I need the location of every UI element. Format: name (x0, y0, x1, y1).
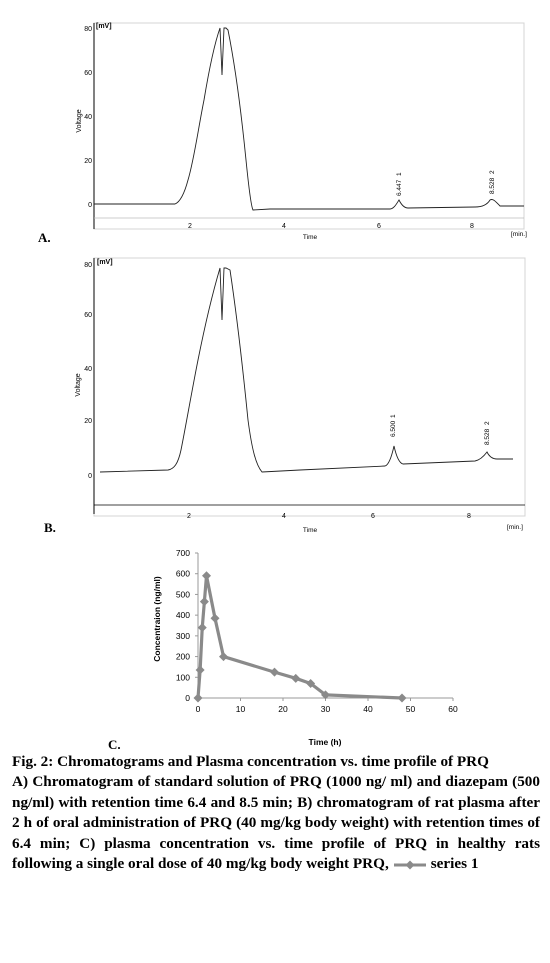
x-tick-label: 8 (467, 513, 471, 520)
legend-line-marker-icon (393, 860, 426, 870)
peak-number: 2 (484, 421, 491, 425)
peak-number: 1 (390, 414, 397, 418)
x-unit-label: [min.] (507, 524, 523, 531)
legend-label: series 1 (430, 855, 479, 873)
x-tick-label: 0 (196, 704, 201, 714)
x-tick-label: 6 (377, 223, 381, 230)
data-point-marker (210, 613, 220, 623)
x-tick-label: 2 (188, 223, 192, 230)
y-tick-label: 0 (185, 693, 190, 703)
y-tick-label: 400 (176, 610, 190, 620)
data-point-marker (321, 690, 330, 700)
data-point-marker (397, 693, 407, 703)
x-tick-label: 4 (282, 513, 286, 520)
x-tick-label: 40 (363, 704, 373, 714)
x-axis-label: Time (303, 234, 318, 241)
x-axis-label: Time (303, 527, 318, 534)
x-tick-label: 6 (371, 513, 375, 520)
y-tick-label: 300 (176, 631, 190, 641)
panel-b-letter: B. (44, 520, 56, 535)
series-line (196, 574, 403, 700)
y-axis-label: Voltage (75, 373, 82, 396)
peak-label: 8.528 (484, 428, 491, 445)
data-point-marker (197, 623, 207, 633)
chart-axes (195, 552, 454, 701)
y-tick-label: 40 (84, 366, 92, 373)
y-tick-labels: 0 100 200 300 400 500 600 700 (176, 548, 190, 703)
x-tick-label: 8 (470, 223, 474, 230)
y-tick-label: 200 (176, 652, 190, 662)
chromatogram-a: [mV] 80 60 40 20 0 Voltage 2 4 6 8 Time … (76, 22, 527, 241)
y-unit-label: [mV] (97, 259, 113, 266)
y-tick-label: 20 (84, 418, 92, 425)
x-tick-label: 10 (236, 704, 246, 714)
y-tick-label: 80 (84, 26, 92, 33)
x-tick-label: 20 (278, 704, 288, 714)
panel-c-letter: C. (108, 737, 121, 752)
data-point-marker (199, 597, 209, 607)
x-tick-label: 4 (282, 223, 286, 230)
caption-body-text: A) Chromatogram of standard solution of … (12, 773, 540, 873)
peak-number: 1 (396, 172, 403, 176)
caption-body: A) Chromatogram of standard solution of … (12, 772, 540, 874)
x-tick-label: 60 (448, 704, 458, 714)
y-tick-label: 500 (176, 589, 190, 599)
y-axis-label: Concentraion (ng/ml) (152, 576, 162, 662)
y-tick-label: 20 (84, 158, 92, 165)
data-point-marker (202, 571, 211, 581)
y-tick-label: 60 (84, 312, 92, 319)
data-point-marker (193, 693, 203, 703)
data-point-marker (270, 667, 279, 677)
concentration-time-chart: 0 100 200 300 400 500 600 700 0 10 20 30 40 50 60 Con… (152, 548, 458, 747)
y-unit-label: [mV] (96, 23, 112, 30)
y-tick-label: 60 (84, 70, 92, 77)
y-tick-label: 0 (88, 473, 92, 480)
y-tick-label: 600 (176, 569, 190, 579)
x-tick-label: 50 (406, 704, 416, 714)
y-tick-label: 700 (176, 548, 190, 558)
series-markers (193, 571, 407, 703)
panel-a-letter: A. (38, 230, 51, 245)
x-axis-label: Time (h) (309, 737, 342, 747)
y-tick-label: 100 (176, 672, 190, 682)
chromatogram-trace (94, 27, 524, 211)
peak-label: 6.447 (396, 179, 403, 196)
x-tick-label: 30 (321, 704, 331, 714)
peak-label: 8.528 (489, 177, 496, 194)
data-point-marker (306, 679, 316, 688)
y-axis-label: Voltage (76, 109, 83, 132)
data-point-marker (291, 673, 301, 683)
peak-number: 2 (489, 170, 496, 174)
figure-caption: Fig. 2: Chromatograms and Plasma concent… (12, 752, 540, 874)
y-tick-label: 80 (84, 262, 92, 269)
peak-label: 6.500 (390, 420, 397, 437)
y-tick-label: 0 (88, 202, 92, 209)
data-point-marker (195, 665, 205, 675)
x-unit-label: [min.] (511, 231, 527, 238)
y-tick-label: 40 (84, 114, 92, 121)
caption-title: Fig. 2: Chromatograms and Plasma concent… (12, 753, 489, 770)
x-tick-labels: 0 10 20 30 40 50 60 (196, 704, 458, 714)
x-tick-label: 2 (187, 513, 191, 520)
chromatogram-trace (99, 267, 513, 473)
chromatogram-b: [mV] 80 60 40 20 0 Voltage 2 4 6 8 Time … (75, 257, 526, 534)
data-point-marker (219, 652, 228, 662)
